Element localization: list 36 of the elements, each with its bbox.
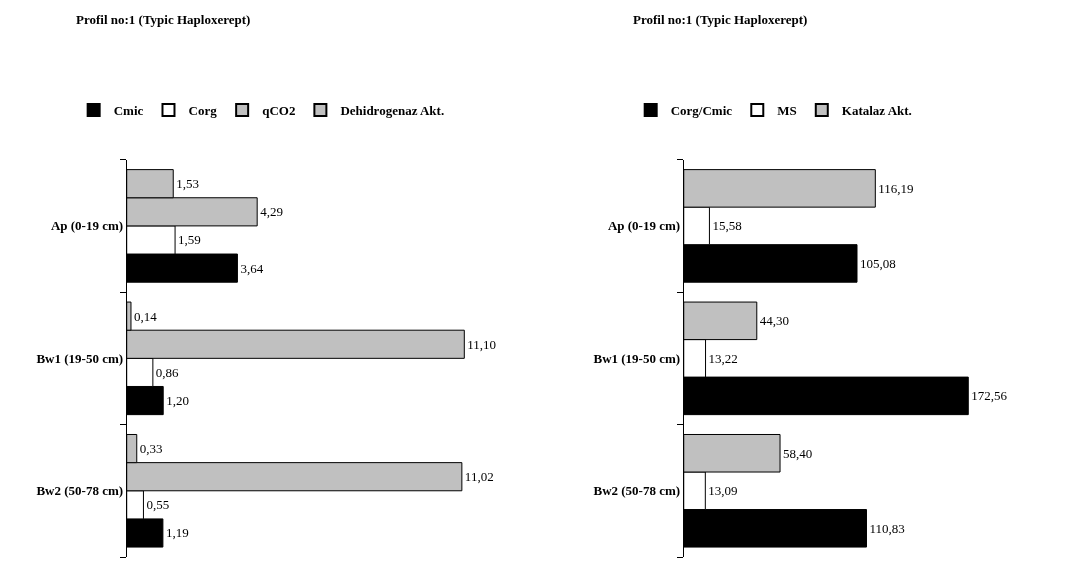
data-label: 3,64 [240, 260, 264, 276]
data-label: 0,33 [139, 441, 163, 457]
data-label: 1,53 [176, 176, 199, 192]
data-label: 116,19 [878, 180, 914, 196]
y-tick-label: Bw1 (19-50 cm) [593, 350, 681, 366]
data-label: 105,08 [860, 255, 896, 271]
data-label: 4,29 [260, 204, 283, 220]
data-label: 1,59 [178, 232, 201, 248]
data-label: 44,30 [759, 313, 790, 329]
legend-label: MS [777, 103, 797, 119]
data-label: 13,22 [708, 350, 738, 366]
legend-label: Corg/Cmic [670, 103, 733, 119]
legend-label: Katalaz Akt. [841, 103, 912, 119]
data-label: 11,10 [467, 336, 497, 352]
data-label: 11,02 [464, 469, 494, 485]
data-label: 1,20 [166, 393, 189, 409]
legend-label: qCO2 [262, 103, 296, 119]
y-tick-label: Bw2 (50-78 cm) [36, 483, 124, 499]
y-tick-label: Bw1 (19-50 cm) [36, 350, 124, 366]
chart-title: Profil no:1 (Typic Haploxerept) [76, 12, 251, 27]
chart-title: Profil no:1 (Typic Haploxerept) [633, 12, 808, 27]
data-label: 0,55 [146, 497, 170, 513]
data-label: 0,86 [155, 364, 180, 380]
legend-label: Cmic [113, 103, 144, 119]
legend-label: Corg [188, 103, 218, 119]
y-tick-label: Ap (0-19 cm) [607, 218, 681, 234]
data-label: 15,58 [712, 218, 742, 234]
data-label: 1,19 [165, 525, 189, 541]
data-label: 58,40 [783, 445, 813, 461]
data-label: 110,83 [869, 520, 905, 536]
data-label: 13,09 [708, 483, 738, 499]
data-label: 172,56 [971, 388, 1008, 404]
y-tick-label: Bw2 (50-78 cm) [593, 483, 681, 499]
legend-label: Dehidrogenaz Akt. [340, 103, 445, 119]
data-label: 0,14 [133, 308, 158, 324]
y-tick-label: Ap (0-19 cm) [50, 218, 124, 234]
